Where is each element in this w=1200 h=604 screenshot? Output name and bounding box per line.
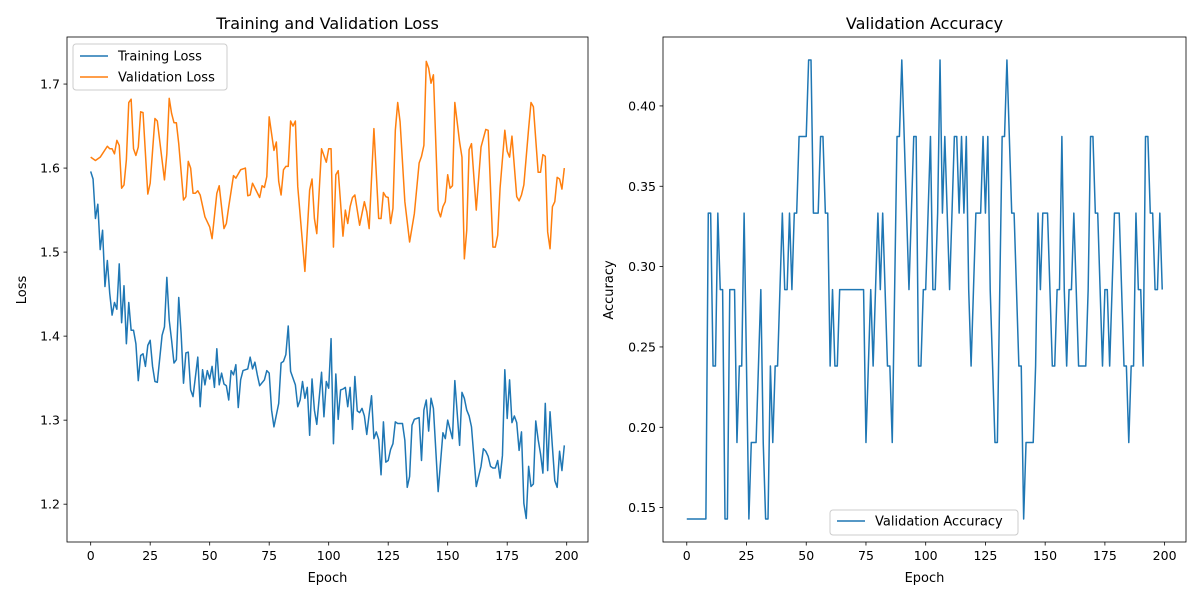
x-axis-label: Epoch: [905, 571, 945, 586]
y-tick-label: 0.20: [628, 420, 656, 435]
x-tick-label: 200: [555, 548, 579, 563]
chart-title: Validation Accuracy: [846, 14, 1003, 33]
chart-title: Training and Validation Loss: [215, 14, 439, 33]
x-tick-label: 0: [87, 548, 95, 563]
series-line-training-loss: [89, 171, 566, 520]
x-axis-label: Epoch: [308, 571, 348, 586]
x-tick-label: 25: [739, 548, 755, 563]
y-tick-label: 1.3: [40, 413, 60, 428]
legend: Training Loss Validation Loss: [72, 43, 228, 91]
y-tick-label: 1.4: [40, 329, 60, 344]
axes-frame: [662, 36, 1187, 543]
y-tick-label: 0.40: [628, 98, 656, 113]
y-tick-label: 0.15: [628, 500, 656, 515]
y-tick-label: 0.35: [628, 179, 656, 194]
x-tick-label: 75: [858, 548, 874, 563]
y-tick-label: 0.25: [628, 339, 656, 354]
x-tick-label: 100: [317, 548, 341, 563]
x-tick-label: 125: [376, 548, 400, 563]
x-tick-label: 200: [1153, 548, 1177, 563]
accuracy-chart: Validation Accuracy Epoch Accuracy 0 25 50…: [602, 14, 1187, 586]
y-tick-label: 1.5: [40, 245, 60, 260]
x-tick-label: 25: [142, 548, 158, 563]
x-tick-label: 75: [261, 548, 277, 563]
legend-label-validation-accuracy: Validation Accuracy: [875, 515, 1003, 530]
x-tick-label: 150: [1033, 548, 1057, 563]
x-tick-label: 175: [495, 548, 519, 563]
y-tick-label: 0.30: [628, 259, 656, 274]
axes-frame: [66, 36, 589, 543]
series-line-validation-accuracy: [686, 59, 1163, 520]
y-tick-label: 1.7: [40, 77, 60, 92]
legend-label-training-loss: Training Loss: [117, 50, 202, 65]
y-axis-label: Loss: [15, 276, 30, 305]
x-tick-label: 50: [202, 548, 218, 563]
loss-chart: Training and Validation Loss Epoch Loss …: [15, 14, 589, 586]
series-line-validation-loss: [90, 60, 566, 273]
x-tick-label: 125: [973, 548, 997, 563]
x-tick-label: 150: [436, 548, 460, 563]
y-axis-label: Accuracy: [602, 260, 617, 320]
legend-label-validation-loss: Validation Loss: [118, 71, 215, 86]
x-tick-label: 100: [914, 548, 938, 563]
legend: Validation Accuracy: [829, 509, 1019, 536]
x-tick-label: 175: [1093, 548, 1117, 563]
y-tick-label: 1.6: [40, 161, 60, 176]
x-tick-label: 0: [683, 548, 691, 563]
y-tick-label: 1.2: [40, 497, 60, 512]
x-tick-label: 50: [798, 548, 814, 563]
